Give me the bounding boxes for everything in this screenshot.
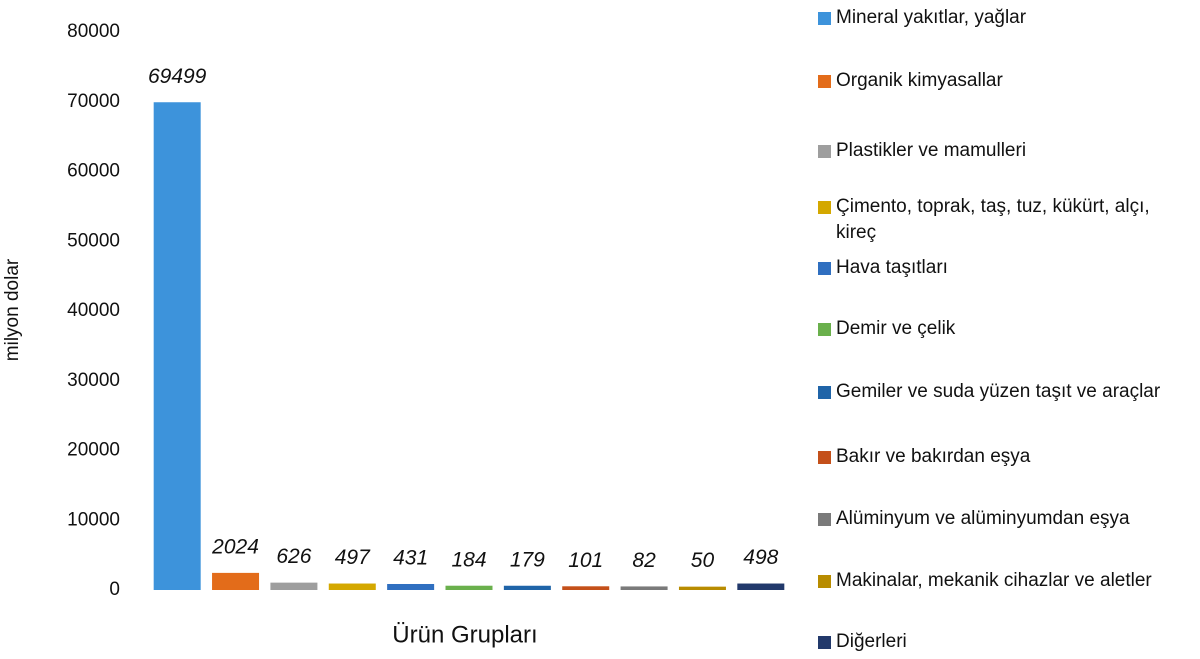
data-label: 82 (632, 549, 656, 572)
legend-item: Makinalar, mekanik cihazlar ve aletler (818, 568, 1163, 594)
y-axis-title: milyon dolar (2, 258, 23, 361)
bar (328, 583, 376, 590)
y-tick-label: 10000 (67, 509, 120, 530)
legend-swatch (818, 75, 831, 88)
data-label: 101 (568, 549, 603, 572)
legend-swatch (818, 262, 831, 275)
bar (678, 586, 726, 590)
data-label: 50 (691, 549, 715, 572)
data-label: 498 (743, 546, 778, 569)
legend-swatch (818, 201, 831, 214)
legend-item: Plastikler ve mamulleri (818, 138, 1163, 164)
legend-item: Bakır ve bakırdan eşya (818, 444, 1163, 470)
y-tick-label: 30000 (67, 370, 120, 391)
data-label: 179 (510, 548, 545, 571)
legend-label: Alüminyum ve alüminyumdan eşya (836, 508, 1130, 529)
y-tick-label: 80000 (67, 21, 120, 42)
legend-label: Mineral yakıtlar, yağlar (836, 7, 1027, 28)
legend-label: Plastikler ve mamulleri (836, 140, 1027, 161)
legend-label: Makinalar, mekanik cihazlar ve aletler (836, 570, 1152, 591)
data-label: 2024 (211, 535, 259, 558)
legend-item: Organik kimyasallar (818, 68, 1163, 94)
data-label: 431 (393, 547, 428, 570)
bar (503, 585, 551, 590)
legend-swatch (818, 575, 831, 588)
legend-swatch (818, 636, 831, 649)
legend-swatch (818, 323, 831, 336)
legend-item: Mineral yakıtlar, yağlar (818, 5, 1163, 31)
legend-swatch (818, 386, 831, 399)
legend-swatch (818, 145, 831, 158)
legend-label: Çimento, toprak, taş, tuz, kükürt, alçı,… (836, 196, 1150, 243)
bar (562, 586, 610, 590)
legend-item: Alüminyum ve alüminyumdan eşya (818, 506, 1163, 532)
data-label: 626 (276, 545, 311, 568)
bar (212, 572, 260, 590)
y-tick-label: 50000 (67, 230, 120, 251)
legend-label: Diğerleri (836, 631, 907, 652)
legend-label: Demir ve çelik (836, 318, 956, 339)
legend-swatch (818, 451, 831, 464)
data-label: 497 (335, 546, 371, 569)
legend-item: Çimento, toprak, taş, tuz, kükürt, alçı,… (818, 194, 1163, 246)
legend-item: Gemiler ve suda yüzen taşıt ve araçlar (818, 379, 1163, 405)
data-label: 184 (451, 548, 486, 571)
bar (153, 102, 201, 590)
legend-swatch (818, 12, 831, 25)
y-tick-label: 40000 (67, 300, 120, 321)
legend-item: Diğerleri (818, 629, 1163, 655)
y-tick-label: 70000 (67, 91, 120, 112)
legend-label: Gemiler ve suda yüzen taşıt ve araçlar (836, 381, 1161, 402)
bar (270, 582, 318, 590)
y-tick-label: 60000 (67, 161, 120, 182)
bar (737, 583, 785, 590)
legend-label: Organik kimyasallar (836, 70, 1003, 91)
x-axis-title: Ürün Grupları (392, 621, 537, 648)
y-tick-label: 0 (109, 579, 120, 600)
legend-label: Hava taşıtları (836, 257, 948, 278)
bar (445, 585, 493, 590)
data-label: 69499 (148, 65, 207, 88)
legend-item: Demir ve çelik (818, 316, 1163, 342)
legend-swatch (818, 513, 831, 526)
legend-item: Hava taşıtları (818, 255, 1163, 281)
legend-label: Bakır ve bakırdan eşya (836, 446, 1031, 467)
bar (387, 583, 435, 590)
bar (620, 586, 668, 590)
y-tick-label: 20000 (67, 440, 120, 461)
